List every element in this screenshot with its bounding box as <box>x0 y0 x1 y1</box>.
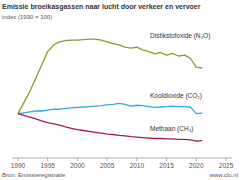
x-tick-label: 2005 <box>100 162 115 169</box>
chart: Emissie broeikasgassen naar lucht door v… <box>0 0 240 180</box>
x-tick-label: 2015 <box>159 162 174 169</box>
source: Bron: Emissieregistratie <box>2 172 66 178</box>
x-tick <box>107 158 108 161</box>
x-tick-label: 2000 <box>70 162 85 169</box>
x-tick <box>166 158 167 161</box>
x-tick <box>196 158 197 161</box>
x-tick-label: 1990 <box>11 162 26 169</box>
series-line <box>18 39 202 113</box>
series-line <box>18 114 202 141</box>
x-tick-label: 2025 <box>219 162 234 169</box>
y-label: index (1990 = 100) <box>2 14 52 20</box>
x-tick-label: 1995 <box>40 162 55 169</box>
x-axis <box>12 158 232 159</box>
legend-entry: Methaan (CH₄) <box>150 125 193 133</box>
title: Emissie broeikasgassen naar lucht door v… <box>2 3 201 11</box>
x-tick <box>226 158 227 161</box>
x-tick-label: 2010 <box>130 162 145 169</box>
series-line <box>18 103 202 113</box>
x-tick <box>17 158 18 161</box>
x-tick-label: 2020 <box>189 162 204 169</box>
plot-area <box>18 39 202 141</box>
legend-entry: Distikstofoxide (N₂O) <box>150 32 210 40</box>
legend-entry: Kooldioxide (CO₂) <box>150 92 202 100</box>
credit: www.clo.nl <box>209 172 238 178</box>
x-tick <box>77 158 78 161</box>
x-tick <box>47 158 48 161</box>
x-tick <box>136 158 137 161</box>
